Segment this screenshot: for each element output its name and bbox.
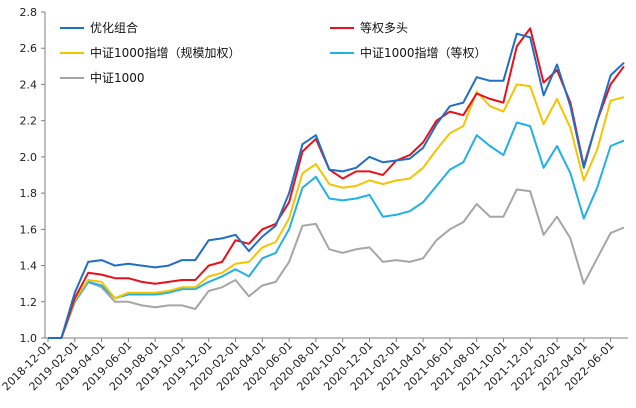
axes: 1.01.21.41.61.82.02.22.42.62.82018-12-01… bbox=[0, 6, 628, 393]
y-tick-label: 1.6 bbox=[20, 223, 38, 236]
y-tick-label: 1.2 bbox=[20, 296, 38, 309]
series-lines bbox=[48, 27, 625, 339]
y-tick-label: 1.4 bbox=[20, 260, 38, 273]
series-line-2 bbox=[48, 83, 625, 339]
legend-label-0: 优化组合 bbox=[90, 20, 138, 35]
y-tick-label: 2.6 bbox=[20, 42, 38, 55]
series-line-3 bbox=[48, 121, 625, 339]
y-tick-label: 2.2 bbox=[20, 115, 38, 128]
legend-label-4: 中证1000 bbox=[90, 70, 145, 85]
y-tick-label: 1.8 bbox=[20, 187, 38, 200]
y-tick-label: 1.0 bbox=[20, 332, 38, 345]
series-line-0 bbox=[48, 32, 625, 339]
legend-label-3: 中证1000指增（等权） bbox=[360, 45, 487, 60]
series-line-1 bbox=[48, 27, 625, 339]
series-line-4 bbox=[48, 188, 625, 339]
y-tick-label: 2.0 bbox=[20, 151, 38, 164]
legend-label-2: 中证1000指增（规模加权） bbox=[90, 45, 241, 60]
y-tick-label: 2.4 bbox=[20, 78, 38, 91]
legend-label-1: 等权多头 bbox=[360, 21, 408, 35]
y-tick-label: 2.8 bbox=[20, 6, 38, 19]
